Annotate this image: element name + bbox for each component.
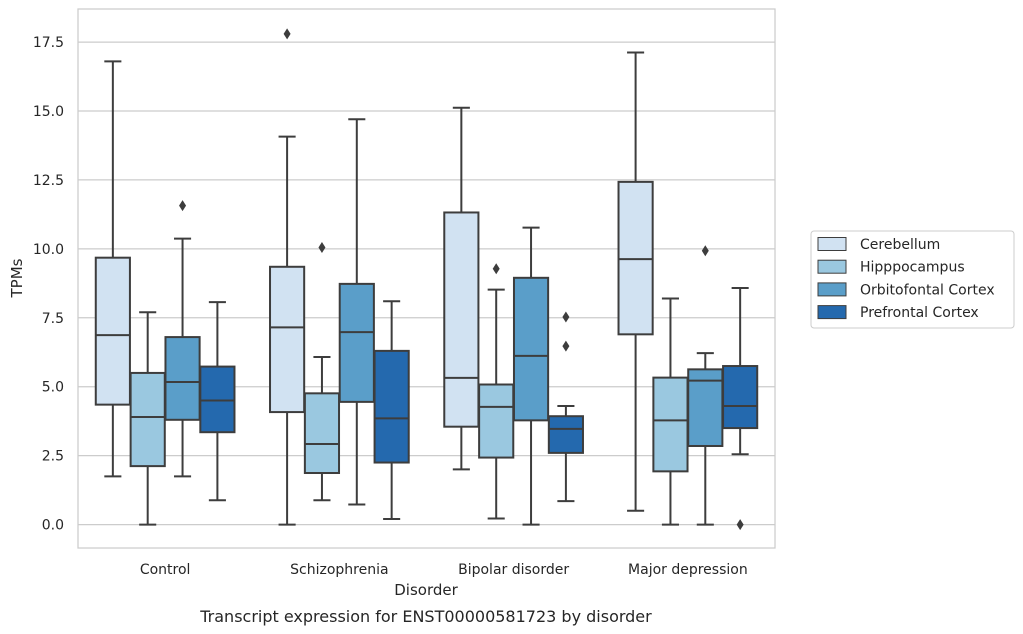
- legend-label: Prefrontal Cortex: [860, 305, 979, 321]
- box: [652, 297, 689, 526]
- box-iqr: [164, 336, 201, 421]
- y-tick-label: 2.5: [42, 449, 64, 465]
- box-iqr: [269, 265, 306, 414]
- box-iqr: [443, 211, 480, 428]
- x-tick-label: Bipolar disorder: [458, 562, 569, 578]
- outlier-point: [318, 241, 326, 253]
- y-axis-ticks: 0.0 2.5 5.0 7.5 10.0 12.5 15.0 17.5: [33, 35, 64, 533]
- x-tick-label: Major depression: [628, 562, 748, 578]
- y-tick-label: 5.0: [42, 380, 64, 396]
- y-tick-label: 12.5: [33, 173, 64, 189]
- box-iqr: [652, 376, 689, 473]
- box-iqr: [478, 383, 515, 459]
- box: [94, 60, 131, 478]
- box: [617, 51, 654, 512]
- box: [164, 200, 201, 478]
- x-tick-label: Schizophrenia: [290, 562, 388, 578]
- y-tick-label: 7.5: [42, 311, 64, 327]
- legend: Cerebellum Hipppocampus Orbitofontal Corte…: [810, 230, 1015, 329]
- box-iqr: [303, 392, 341, 475]
- box-iqr: [129, 371, 166, 468]
- x-axis-label: Disorder: [394, 581, 458, 599]
- chart-caption: Transcript expression for ENST0000058172…: [199, 607, 652, 626]
- outlier-point: [562, 311, 570, 323]
- x-axis-ticks: Control Schizophrenia Bipolar disorder Majo…: [140, 562, 748, 578]
- box: [687, 245, 724, 526]
- box-iqr: [373, 349, 410, 464]
- box-iqr: [199, 365, 236, 434]
- box: [443, 106, 480, 471]
- box: [303, 241, 341, 502]
- legend-swatch: [817, 282, 847, 297]
- x-tick-label: Control: [140, 562, 191, 578]
- legend-label: Cerebellum: [860, 237, 940, 253]
- outlier-point: [283, 28, 291, 40]
- y-tick-label: 15.0: [33, 104, 64, 120]
- box: [338, 118, 375, 506]
- legend-swatch: [817, 237, 847, 251]
- box-iqr: [722, 365, 759, 430]
- box: [478, 263, 515, 520]
- box-iqr: [94, 256, 131, 406]
- box-iqr: [338, 282, 375, 403]
- legend-label: Orbitofontal Cortex: [860, 282, 995, 298]
- outlier-point: [701, 245, 709, 257]
- outlier-point: [562, 340, 570, 352]
- y-tick-label: 0.0: [42, 518, 64, 534]
- outlier-point: [179, 200, 187, 212]
- boxes: [94, 28, 759, 531]
- outlier-point: [492, 263, 500, 275]
- legend-label: Hipppocampus: [860, 260, 965, 276]
- legend-swatch: [817, 305, 847, 320]
- legend-frame: [810, 230, 1015, 329]
- legend-swatch: [817, 259, 847, 274]
- box: [512, 226, 550, 526]
- y-tick-label: 10.0: [33, 242, 64, 258]
- box: [547, 311, 584, 503]
- box: [373, 300, 410, 521]
- box-iqr: [512, 276, 550, 422]
- box: [722, 287, 759, 531]
- outlier-point: [736, 519, 744, 531]
- y-tick-label: 17.5: [33, 35, 64, 51]
- box: [269, 28, 306, 526]
- box: [199, 301, 236, 502]
- y-axis-label: TPMs: [8, 258, 26, 298]
- box-iqr: [547, 415, 584, 454]
